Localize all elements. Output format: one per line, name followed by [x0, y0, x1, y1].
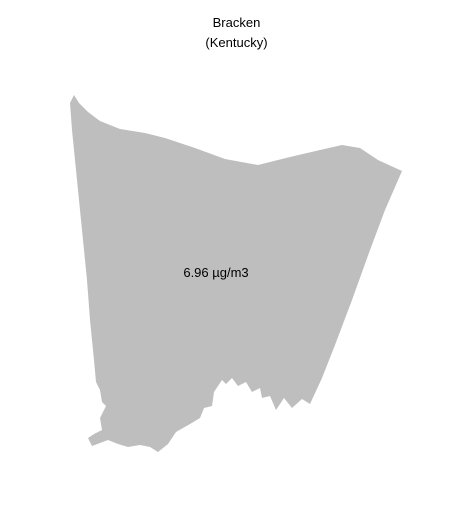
- map-title: Bracken (Kentucky): [0, 13, 473, 53]
- county-value-label: 6.96 µg/m3: [183, 265, 248, 280]
- state-label: (Kentucky): [205, 35, 268, 50]
- county-name: Bracken: [212, 15, 261, 30]
- county-shape: [70, 95, 402, 452]
